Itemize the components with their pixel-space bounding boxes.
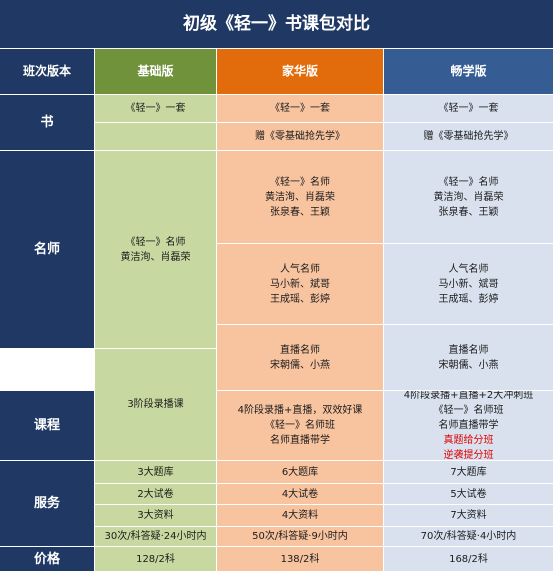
service-basic-banks: 3大题库 xyxy=(95,461,217,484)
course-smooth: 4阶段录播+直播+2大冲刺班 《轻一》名师班 名师直播带学 真题给分班 逆袭提分… xyxy=(384,391,554,461)
course-basic: 3阶段录播课 xyxy=(95,349,217,461)
service-basic-materials: 3大资料 xyxy=(95,505,217,527)
teacher-line: 人气名师 xyxy=(280,263,320,275)
teacher-line: 直播名师 xyxy=(280,344,320,356)
row-label-service: 服务 xyxy=(0,461,95,547)
teacher-line: 宋朝儒、小燕 xyxy=(438,359,499,371)
teacher-line: 王成瑶、彭婷 xyxy=(270,293,330,305)
teacher-smooth-popular: 人气名师 马小新、斌哥 王成瑶、彭婷 xyxy=(384,244,554,325)
teacher-smooth-famous: 《轻一》名师 黄洁洵、肖磊荣 张泉春、王颖 xyxy=(384,151,554,244)
course-highlight-line: 逆袭提分班 xyxy=(443,450,494,461)
book-smooth-gift: 赠《零基础抢先学》 xyxy=(384,123,554,151)
teacher-line: 人气名师 xyxy=(448,263,489,275)
course-home: 4阶段录播+直播，双效好课 《轻一》名师班 名师直播带学 xyxy=(217,391,384,461)
header-smooth: 畅学版 xyxy=(384,49,554,95)
header-home: 家华版 xyxy=(217,49,384,95)
teacher-home-popular: 人气名师 马小新、斌哥 王成瑶、彭婷 xyxy=(217,244,384,325)
table-title: 初级《轻一》书课包对比 xyxy=(0,0,554,49)
teacher-basic-line: 《轻一》名师 xyxy=(125,236,186,248)
book-home-gift: 赠《零基础抢先学》 xyxy=(217,123,384,151)
teacher-line: 马小新、斌哥 xyxy=(438,278,499,290)
price-basic: 128/2科 xyxy=(95,547,217,572)
teacher-basic-line: 黄洁洵、肖磊荣 xyxy=(120,251,191,263)
teacher-basic: 《轻一》名师 黄洁洵、肖磊荣 xyxy=(95,151,217,349)
book-basic-empty xyxy=(95,123,217,151)
teacher-line: 《轻一》名师 xyxy=(438,176,499,188)
service-home-materials: 4大资料 xyxy=(217,505,384,527)
price-home: 138/2科 xyxy=(217,547,384,572)
service-smooth-qa: 70次/科答疑·4小时内 xyxy=(384,527,554,547)
row-label-price: 价格 xyxy=(0,547,95,572)
teacher-home-famous: 《轻一》名师 黄洁洵、肖磊荣 张泉春、王颖 xyxy=(217,151,384,244)
teacher-line: 直播名师 xyxy=(448,344,489,356)
book-smooth-set: 《轻一》一套 xyxy=(384,95,554,123)
course-highlight-line: 真题给分班 xyxy=(443,435,494,446)
teacher-line: 宋朝儒、小燕 xyxy=(270,359,330,371)
teacher-line: 黄洁洵、肖磊荣 xyxy=(265,191,335,203)
header-version-label: 班次版本 xyxy=(0,49,95,95)
book-home-set: 《轻一》一套 xyxy=(217,95,384,123)
service-home-papers: 4大试卷 xyxy=(217,484,384,505)
service-smooth-banks: 7大题库 xyxy=(384,461,554,484)
book-basic-set: 《轻一》一套 xyxy=(95,95,217,123)
teacher-line: 《轻一》名师 xyxy=(270,176,330,188)
teacher-smooth-live: 直播名师 宋朝儒、小燕 xyxy=(384,325,554,391)
service-basic-qa: 30次/科答疑·24小时内 xyxy=(95,527,217,547)
header-basic: 基础版 xyxy=(95,49,217,95)
course-line: 名师直播带学 xyxy=(438,420,499,431)
service-basic-papers: 2大试卷 xyxy=(95,484,217,505)
service-smooth-papers: 5大试卷 xyxy=(384,484,554,505)
teacher-home-live: 直播名师 宋朝儒、小燕 xyxy=(217,325,384,391)
course-line: 《轻一》名师班 xyxy=(265,420,335,431)
row-label-book: 书 xyxy=(0,95,95,151)
row-label-teacher: 名师 xyxy=(0,151,95,349)
teacher-line: 张泉春、王颖 xyxy=(438,206,499,218)
course-line: 《轻一》名师班 xyxy=(433,405,504,416)
service-home-banks: 6大题库 xyxy=(217,461,384,484)
price-smooth: 168/2科 xyxy=(384,547,554,572)
row-label-course: 课程 xyxy=(0,391,95,461)
course-line: 4阶段录播+直播，双效好课 xyxy=(237,405,363,416)
teacher-line: 马小新、斌哥 xyxy=(270,278,330,290)
service-home-qa: 50次/科答疑·9小时内 xyxy=(217,527,384,547)
teacher-line: 张泉春、王颖 xyxy=(270,206,330,218)
service-smooth-materials: 7大资料 xyxy=(384,505,554,527)
course-line: 4阶段录播+直播+2大冲刺班 xyxy=(403,391,534,401)
course-line: 名师直播带学 xyxy=(270,435,330,446)
teacher-line: 王成瑶、彭婷 xyxy=(438,293,499,305)
teacher-line: 黄洁洵、肖磊荣 xyxy=(433,191,504,203)
